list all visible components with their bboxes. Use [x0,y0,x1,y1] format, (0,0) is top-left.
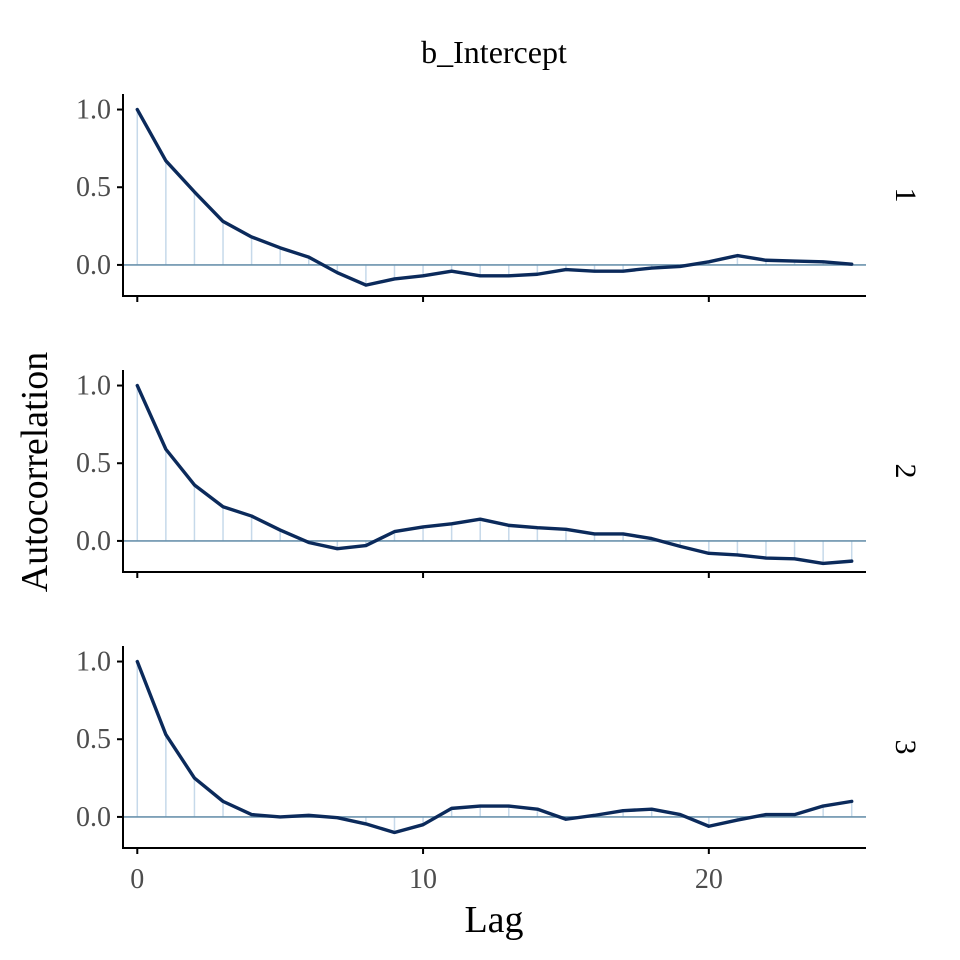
y-tick-label: 0.5 [76,448,111,479]
y-tick-label: 1.0 [76,647,111,678]
y-tick-label: 0.0 [76,802,111,833]
y-tick-label: 1.0 [76,371,111,402]
y-tick-label: 1.0 [76,95,111,126]
acf-line-2 [135,383,854,566]
facet-panel-3: 0.0 0.5 1.0 0 10 20 3 [76,646,922,895]
facet-panels: 0.0 0.5 1.0 1 0.0 0.5 1.0 2 0.0 0.5 1.0 0 10 20 3 [76,94,922,895]
y-tick-label: 0.0 [76,250,111,281]
y-tick-label: 0.0 [76,526,111,557]
acf-line-1 [135,107,854,287]
x-axis-title: Lag [464,899,523,941]
y-tick-label: 0.5 [76,172,111,203]
x-tick-label: 20 [695,864,723,895]
y-tick-label: 0.5 [76,724,111,755]
facet-panel-1: 0.0 0.5 1.0 1 [76,94,922,302]
x-tick-label: 0 [130,864,144,895]
acf-line-3 [135,659,854,835]
chart-title: b_Intercept [421,34,567,70]
facet-label-3: 3 [889,740,922,755]
facet-label-2: 2 [889,464,922,479]
facet-label-1: 1 [889,188,922,203]
y-axis-title: Autocorrelation [14,352,56,593]
x-tick-label: 10 [409,864,437,895]
facet-panel-2: 0.0 0.5 1.0 2 [76,370,922,578]
